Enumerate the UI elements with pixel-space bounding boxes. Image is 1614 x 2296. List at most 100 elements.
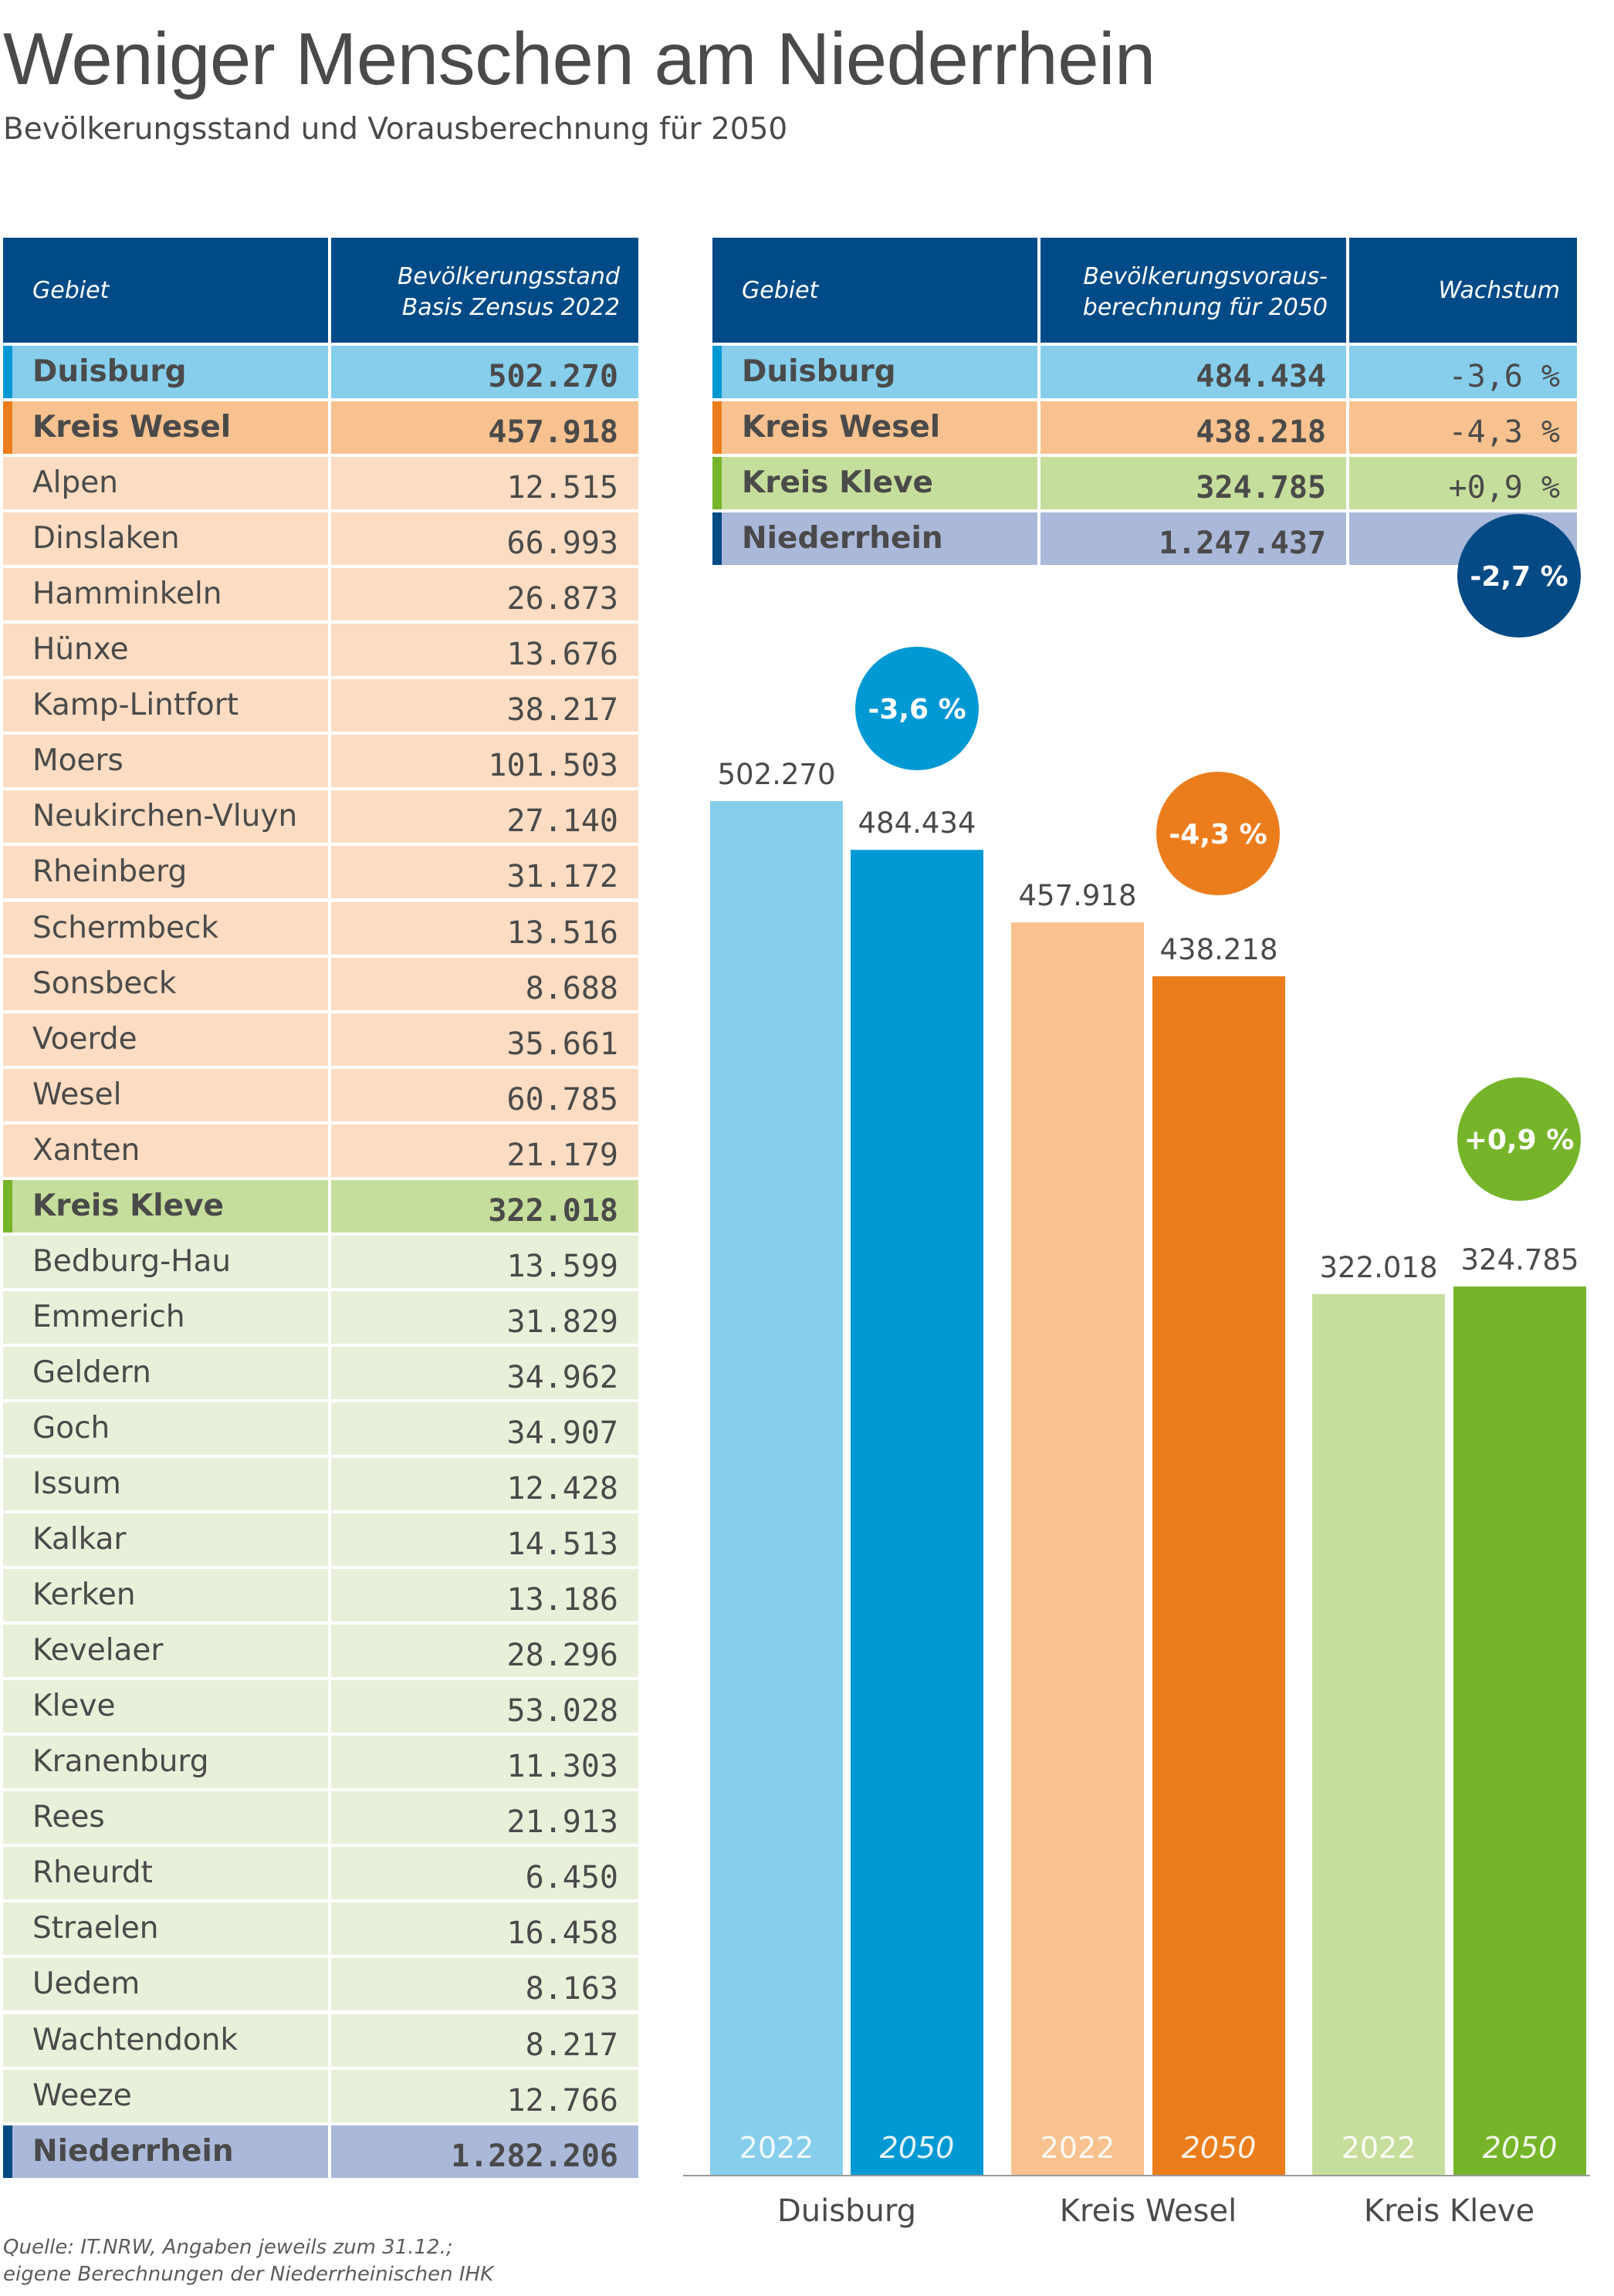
- table-row: Issum 12.428: [3, 1458, 638, 1510]
- source-line-2: eigene Berechnungen der Niederrheinische…: [3, 2263, 494, 2286]
- value-cell: 6.450: [331, 1847, 638, 1900]
- value-cell: 38.217: [331, 679, 638, 732]
- table-row: Dinslaken 66.993: [3, 512, 638, 566]
- table-row: Kalkar 14.513: [3, 1513, 638, 1567]
- area-name: Kleve: [32, 1689, 116, 1724]
- value-cell: 12.515: [331, 457, 638, 510]
- bar-value-label: 457.918: [1018, 879, 1136, 912]
- bar-year-label: 2050: [1182, 2131, 1257, 2165]
- name-cell: Niederrhein: [712, 512, 1037, 566]
- name-cell: Kreis Kleve: [3, 1179, 328, 1233]
- table-row: Wesel 60.785: [3, 1068, 638, 1121]
- population-value: 322.018: [488, 1192, 618, 1229]
- bar-value-label: 438.218: [1159, 933, 1277, 966]
- value-cell: 8.688: [331, 957, 638, 1010]
- population-value: 12.428: [506, 1471, 619, 1506]
- table-row: Voerde 35.661: [3, 1013, 638, 1066]
- value-cell: 31.829: [331, 1290, 638, 1344]
- value-cell: 53.028: [331, 1680, 638, 1733]
- projection-value: 324.785: [1196, 470, 1326, 506]
- value-cell: 12.766: [331, 2069, 638, 2122]
- value-cell: 28.296: [331, 1625, 638, 1678]
- area-name: Goch: [32, 1410, 110, 1446]
- header-label-projection-line1: Bevölkerungsvoraus-: [1083, 263, 1328, 290]
- population-value: 13.186: [506, 1582, 619, 1618]
- bar-value-label: 484.434: [858, 806, 976, 840]
- name-cell: Rheinberg: [3, 846, 328, 899]
- area-name: Duisburg: [32, 354, 187, 389]
- name-cell: Duisburg: [712, 346, 1037, 398]
- name-cell: Goch: [3, 1402, 328, 1455]
- population-value: 8.688: [525, 970, 618, 1006]
- name-cell: Hünxe: [3, 624, 328, 677]
- name-cell: Issum: [3, 1458, 328, 1510]
- x-axis-category-label: Kreis Kleve: [1364, 2193, 1534, 2229]
- area-name: Rheinberg: [32, 854, 188, 890]
- header-label-gebiet: Gebiet: [32, 277, 110, 304]
- row-accent-bar: [3, 1179, 12, 1233]
- area-name: Uedem: [32, 1966, 140, 2002]
- table-row: Uedem 8.163: [3, 1958, 638, 2011]
- value-cell: 21.913: [331, 1791, 638, 1845]
- table-row: Kevelaer 28.296: [3, 1625, 638, 1678]
- area-name: Kranenburg: [32, 1744, 209, 1780]
- bar-year-label: 2050: [880, 2131, 955, 2165]
- area-name: Kamp-Lintfort: [32, 688, 239, 723]
- name-cell: Rees: [3, 1791, 328, 1845]
- value-cell: 31.172: [331, 846, 638, 899]
- niederrhein-growth-badge-label: -2,7 %: [1470, 561, 1568, 593]
- population-value: 16.458: [506, 1916, 619, 1952]
- area-name: Xanten: [32, 1132, 140, 1168]
- source-line-1: Quelle: IT.NRW, Angaben jeweils zum 31.1…: [3, 2236, 453, 2259]
- table-row: Kleve 53.028: [3, 1680, 638, 1733]
- growth-badge-label: -4,3 %: [1169, 819, 1267, 850]
- value-cell: 322.018: [331, 1179, 638, 1233]
- name-cell: Uedem: [3, 1958, 328, 2011]
- value-cell: 13.516: [331, 901, 638, 955]
- name-cell: Emmerich: [3, 1290, 328, 1344]
- area-name: Sonsbeck: [32, 965, 177, 1001]
- bar-year-label: 2022: [1342, 2131, 1416, 2165]
- name-cell: Schermbeck: [3, 901, 328, 955]
- area-name: Geldern: [32, 1354, 151, 1390]
- bar-year-label: 2022: [739, 2131, 814, 2165]
- bar-2022-kreis-wesel: [1011, 922, 1144, 2175]
- table-row: Kranenburg 11.303: [3, 1736, 638, 1789]
- population-2022-table: Gebiet Bevölkerungsstand Basis Zensus 20…: [3, 238, 638, 2178]
- area-name: Kevelaer: [32, 1633, 164, 1669]
- area-name: Straelen: [32, 1911, 159, 1946]
- table-row: Kamp-Lintfort 38.217: [3, 679, 638, 732]
- area-name: Rees: [32, 1800, 105, 1835]
- population-value: 31.172: [506, 859, 619, 895]
- value-cell: 1.247.437: [1040, 512, 1346, 566]
- population-value: 457.918: [488, 414, 618, 451]
- bar-2050-duisburg: [851, 850, 983, 2175]
- table-row: Bedburg-Hau 13.599: [3, 1235, 638, 1288]
- projection-value: 438.218: [1196, 414, 1326, 451]
- value-cell: 502.270: [331, 346, 638, 398]
- name-cell: Voerde: [3, 1013, 328, 1066]
- table-row: Alpen 12.515: [3, 457, 638, 510]
- growth-badge-label: +0,9 %: [1464, 1124, 1575, 1156]
- table-row: Kreis Kleve 324.785 +0,9 %: [712, 457, 1577, 510]
- area-name: Niederrhein: [32, 2133, 234, 2169]
- niederrhein-growth-badge: [1457, 514, 1581, 637]
- table-row: Kerken 13.186: [3, 1569, 638, 1622]
- area-name: Wesel: [32, 1077, 122, 1112]
- population-value: 13.676: [506, 637, 619, 673]
- row-accent-bar: [3, 2125, 12, 2178]
- name-cell: Dinslaken: [3, 512, 328, 566]
- row-accent-bar: [712, 457, 722, 510]
- table-row: Kreis Wesel 438.218 -4,3 %: [712, 401, 1577, 455]
- population-value: 60.785: [506, 1081, 619, 1118]
- population-value: 31.829: [506, 1304, 619, 1340]
- name-cell: Wesel: [3, 1068, 328, 1121]
- row-accent-bar: [712, 346, 722, 398]
- table-row: Goch 34.907: [3, 1402, 638, 1455]
- growth-value: +0,9 %: [1448, 470, 1561, 506]
- table-row: Geldern 34.962: [3, 1346, 638, 1399]
- growth-badge: [855, 647, 979, 770]
- bar-year-label: 2022: [1040, 2131, 1115, 2165]
- value-cell: 35.661: [331, 1013, 638, 1066]
- table-row: Kreis Wesel 457.918: [3, 401, 638, 455]
